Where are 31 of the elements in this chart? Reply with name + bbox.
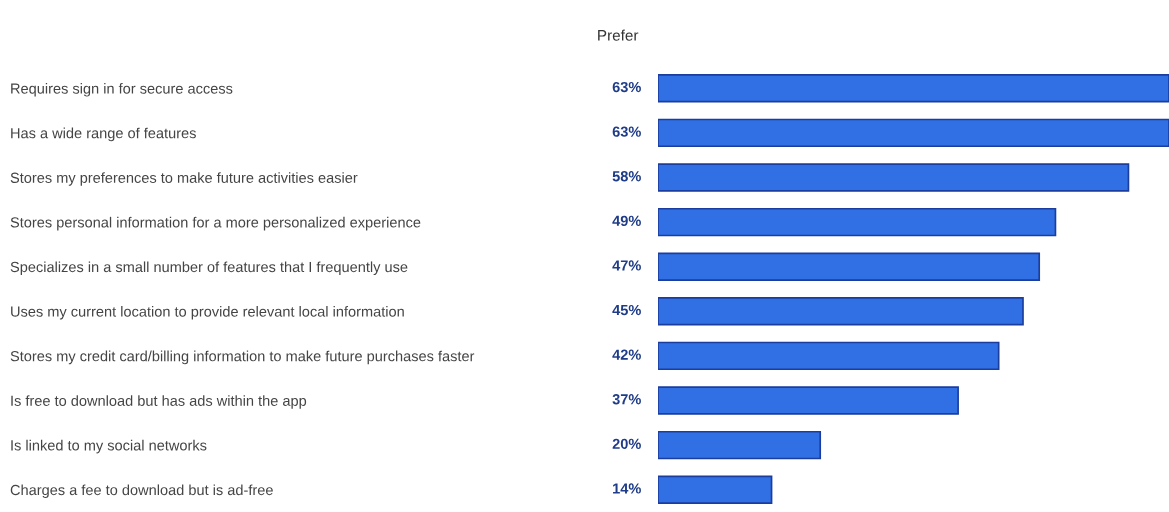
bar: [658, 252, 1041, 281]
y-tick-label: Is free to download but has ads within the app: [11, 395, 307, 409]
y-tick-label: Stores personal information for a more personalized experience: [10, 216, 421, 231]
data-label: 58%: [612, 171, 641, 182]
y-tick-label: Charges a fee to download but is ad-free: [10, 484, 273, 499]
y-tick-label: Stores my preferences to make future activities easier: [10, 172, 358, 186]
data-label: 49%: [612, 215, 641, 227]
bar: [658, 74, 1169, 103]
data-label: 14%: [613, 483, 641, 494]
y-tick-label: Stores my credit card/billing information to make future purchases faster: [10, 350, 475, 365]
bar: [658, 163, 1130, 192]
data-label: 47%: [612, 260, 641, 271]
data-label: 37%: [612, 394, 641, 405]
data-label: 20%: [612, 438, 641, 450]
data-label: 45%: [612, 304, 641, 316]
bar: [658, 430, 822, 460]
y-tick-label: Has a wide range of features: [11, 127, 196, 142]
data-label: 42%: [612, 349, 641, 360]
bar: [658, 297, 1024, 326]
bar: [658, 341, 1000, 371]
y-tick-label: Uses my current location to provide relevant local information: [11, 306, 404, 320]
y-tick-label: Is linked to my social networks: [11, 439, 207, 454]
bar: [658, 475, 773, 504]
bar: [658, 386, 959, 415]
bar: [658, 118, 1169, 148]
chart-title: Prefer: [598, 29, 639, 41]
bar: [658, 207, 1057, 237]
y-tick-label: Requires sign in for secure access: [11, 83, 233, 97]
data-label: 63%: [612, 126, 641, 137]
y-tick-label: Specializes in a small number of features that I frequently use: [10, 261, 408, 276]
data-label: 63%: [612, 81, 641, 93]
